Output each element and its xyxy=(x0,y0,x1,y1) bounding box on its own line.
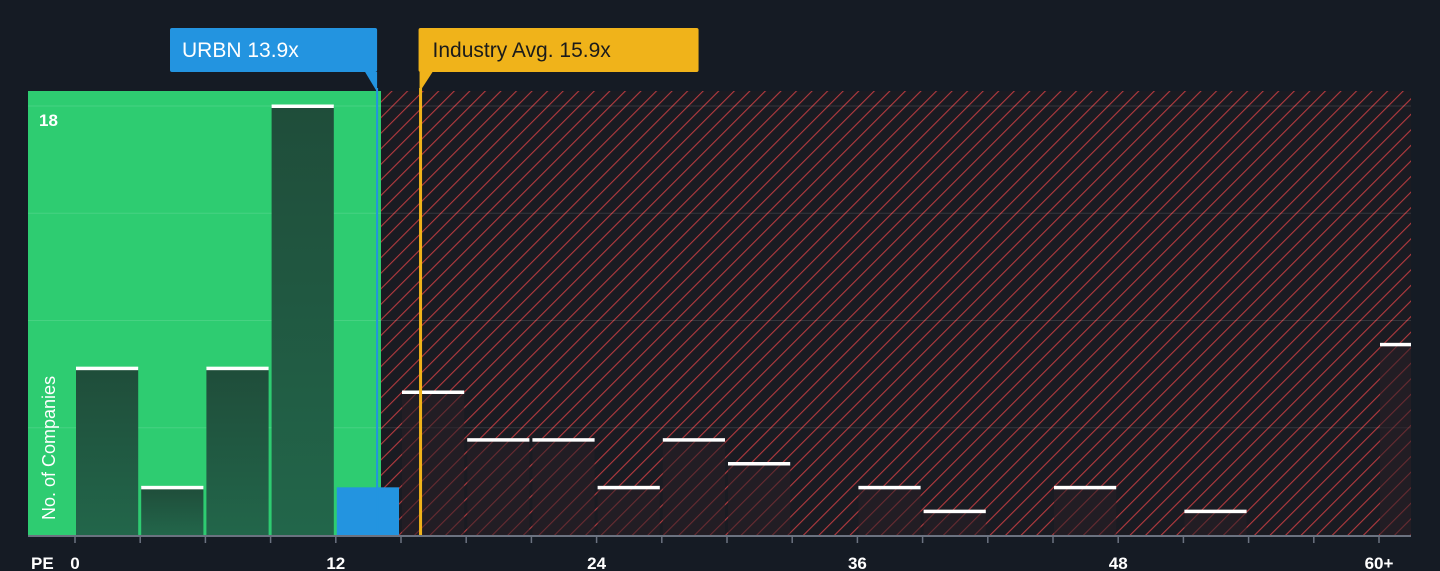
bar-cap-7 xyxy=(532,438,595,442)
x-tick-label-3: 36 xyxy=(848,554,867,571)
bar-cap-3 xyxy=(271,104,334,108)
bar-cap-5 xyxy=(402,390,465,394)
bar-13 xyxy=(923,511,986,535)
x-tick-label-5: 60+ xyxy=(1365,554,1394,571)
bar-cap-12 xyxy=(858,485,921,490)
bar-3 xyxy=(271,106,334,535)
bar-4 xyxy=(336,487,399,535)
industry-badge-pointer xyxy=(419,72,433,92)
bar-17 xyxy=(1184,511,1247,535)
bar-0 xyxy=(76,368,139,535)
company-badge-label: URBN 13.9x xyxy=(182,39,299,62)
x-tick-label-0: 0 xyxy=(70,554,79,571)
x-tick-label-4: 48 xyxy=(1109,554,1128,571)
industry-badge xyxy=(418,28,699,72)
x-axis-label: PE xyxy=(31,554,54,571)
bar-cap-9 xyxy=(662,438,725,442)
bar-cap-1 xyxy=(141,485,204,490)
bar-1 xyxy=(141,487,204,535)
company-badge-pointer xyxy=(365,72,378,92)
bar-cap-17 xyxy=(1184,509,1247,514)
bar-5 xyxy=(402,392,465,535)
bar-cap-20 xyxy=(1380,342,1411,347)
bar-cap-13 xyxy=(923,509,986,514)
bar-cap-15 xyxy=(1054,485,1117,490)
bar-cap-8 xyxy=(597,485,660,490)
bar-20 xyxy=(1380,344,1411,535)
bar-9 xyxy=(662,439,725,535)
bar-6 xyxy=(467,439,530,535)
bar-15 xyxy=(1054,487,1117,535)
x-tick-label-2: 24 xyxy=(587,554,606,571)
industry-badge-label: Industry Avg. 15.9x xyxy=(433,39,612,62)
bar-2 xyxy=(206,368,269,535)
bar-8 xyxy=(597,487,660,535)
bar-cap-2 xyxy=(206,366,269,371)
bar-cap-0 xyxy=(76,366,139,371)
bar-cap-6 xyxy=(467,438,530,442)
y-max-label: 18 xyxy=(39,111,58,130)
bar-7 xyxy=(532,439,595,535)
y-axis-label: No. of Companies xyxy=(39,376,59,520)
bar-10 xyxy=(728,463,791,535)
bar-cap-10 xyxy=(728,462,791,466)
x-tick-label-1: 12 xyxy=(326,554,345,571)
bar-12 xyxy=(858,487,921,535)
company-badge xyxy=(170,28,378,72)
